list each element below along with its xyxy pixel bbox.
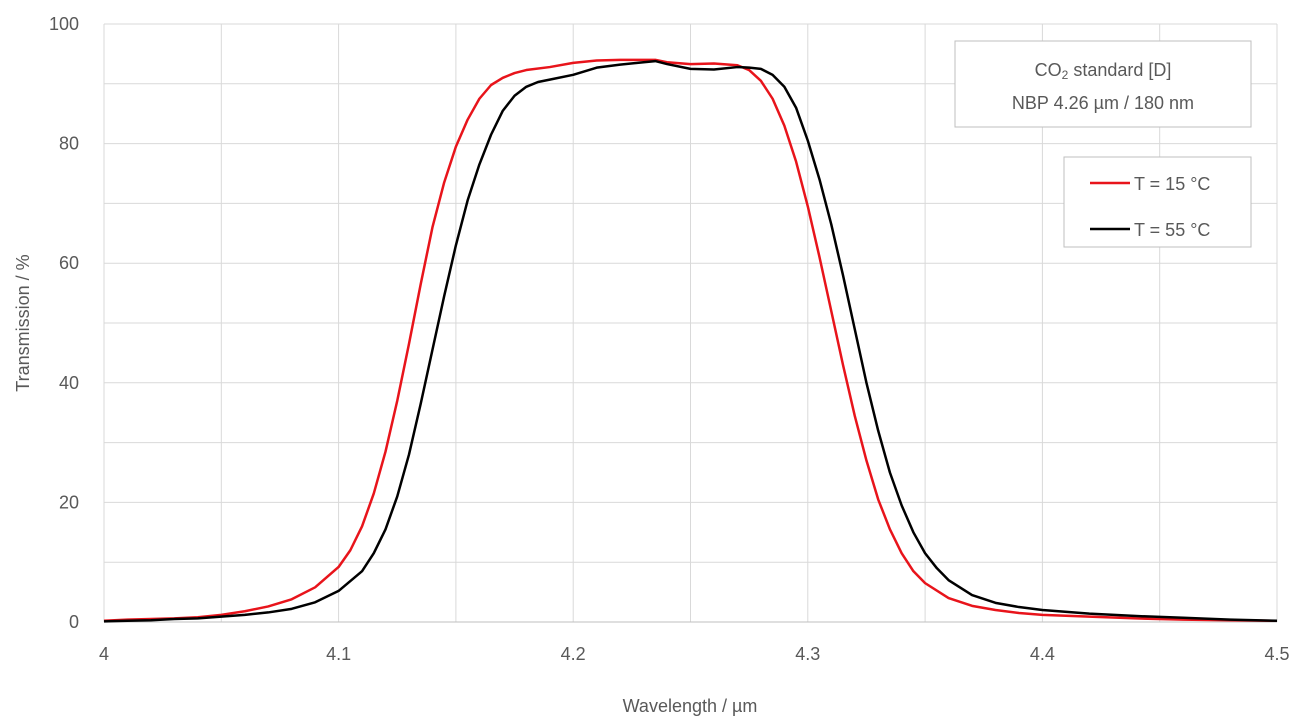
annotation-frame xyxy=(954,40,1252,128)
annotation-rest: standard [D] xyxy=(1068,60,1171,80)
y-tick-label: 20 xyxy=(59,492,79,512)
legend-label-t55: T = 55 °C xyxy=(1134,220,1210,240)
x-tick-label: 4.2 xyxy=(561,644,586,664)
grid-lines xyxy=(103,23,1278,623)
annotation-subscript: 2 xyxy=(1062,68,1069,82)
y-tick-labels: 0 20 40 60 80 100 xyxy=(49,14,79,632)
y-tick-label: 60 xyxy=(59,253,79,273)
y-tick-label: 40 xyxy=(59,373,79,393)
series-lines xyxy=(103,58,1278,623)
y-tick-label: 80 xyxy=(59,134,79,154)
y-tick-label: 100 xyxy=(49,14,79,34)
annotation-line-1: CO2 standard [D] xyxy=(1035,60,1172,82)
x-tick-label: 4 xyxy=(99,644,109,664)
series-line-t15 xyxy=(103,58,1278,623)
series-line-t55 xyxy=(103,59,1278,623)
legend-frame xyxy=(1063,156,1252,248)
annotation-co: CO xyxy=(1035,60,1062,80)
annotation-line-2: NBP 4.26 µm / 180 nm xyxy=(1012,93,1194,113)
x-tick-labels: 4 4.1 4.2 4.3 4.4 4.5 xyxy=(99,644,1290,664)
x-tick-label: 4.3 xyxy=(795,644,820,664)
x-tick-label: 4.5 xyxy=(1264,644,1289,664)
legend: T = 15 °C T = 55 °C xyxy=(1063,156,1252,248)
x-tick-label: 4.1 xyxy=(326,644,351,664)
y-tick-label: 0 xyxy=(69,612,79,632)
x-tick-label: 4.4 xyxy=(1030,644,1055,664)
y-axis-title: Transmission / % xyxy=(13,254,33,391)
annotation-box: CO2 standard [D] NBP 4.26 µm / 180 nm xyxy=(954,40,1252,128)
x-axis-title: Wavelength / µm xyxy=(623,696,758,716)
legend-label-t15: T = 15 °C xyxy=(1134,174,1210,194)
